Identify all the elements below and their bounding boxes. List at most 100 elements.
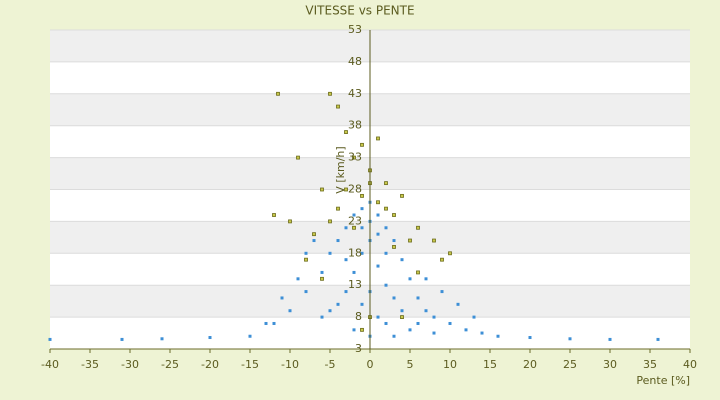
point bbox=[320, 315, 324, 319]
point bbox=[360, 251, 364, 255]
point bbox=[336, 302, 340, 306]
point bbox=[568, 337, 572, 341]
point bbox=[208, 336, 212, 340]
point bbox=[392, 213, 396, 217]
point bbox=[400, 315, 404, 320]
point bbox=[432, 331, 436, 335]
point bbox=[336, 104, 340, 109]
point bbox=[608, 337, 612, 341]
point bbox=[304, 251, 308, 255]
x-tick-label: -25 bbox=[161, 358, 179, 371]
y-tick-label: 38 bbox=[348, 119, 362, 132]
y-tick-label: 28 bbox=[348, 183, 362, 196]
point bbox=[48, 337, 52, 341]
point bbox=[336, 206, 340, 211]
point bbox=[384, 251, 388, 255]
point bbox=[440, 290, 444, 294]
point bbox=[424, 309, 428, 313]
point bbox=[120, 337, 124, 341]
point bbox=[280, 296, 284, 300]
x-tick-label: -35 bbox=[81, 358, 99, 371]
point bbox=[352, 225, 356, 230]
point bbox=[384, 321, 388, 325]
point bbox=[416, 225, 420, 230]
point bbox=[328, 251, 332, 255]
point bbox=[440, 257, 444, 262]
y-axis-label: V [km/h] bbox=[334, 146, 347, 193]
point bbox=[352, 328, 356, 332]
point bbox=[360, 142, 364, 147]
point bbox=[376, 136, 380, 141]
x-tick-label: 35 bbox=[643, 358, 657, 371]
point bbox=[392, 296, 396, 300]
x-tick-label: -30 bbox=[121, 358, 139, 371]
point bbox=[352, 213, 356, 217]
point bbox=[304, 257, 308, 262]
point bbox=[320, 276, 324, 281]
y-tick-label: 13 bbox=[348, 278, 362, 291]
y-tick-label: 43 bbox=[348, 87, 362, 100]
point bbox=[480, 331, 484, 335]
x-tick-label: -10 bbox=[281, 358, 299, 371]
point bbox=[384, 226, 388, 230]
point bbox=[352, 270, 356, 274]
x-tick-label: -40 bbox=[41, 358, 59, 371]
point bbox=[448, 321, 452, 325]
x-tick-label: 40 bbox=[683, 358, 697, 371]
x-tick-label: 15 bbox=[483, 358, 497, 371]
point bbox=[416, 321, 420, 325]
point bbox=[448, 251, 452, 256]
point bbox=[328, 309, 332, 313]
point bbox=[248, 334, 252, 338]
point bbox=[472, 315, 476, 319]
point bbox=[424, 277, 428, 281]
x-tick-label: 10 bbox=[443, 358, 457, 371]
point bbox=[400, 193, 404, 198]
point bbox=[344, 130, 348, 134]
point bbox=[344, 258, 348, 262]
point bbox=[344, 226, 348, 230]
point bbox=[264, 321, 268, 325]
point bbox=[392, 334, 396, 338]
point bbox=[276, 91, 280, 96]
chart-title: VITESSE vs PENTE bbox=[305, 4, 414, 18]
point bbox=[528, 336, 532, 340]
point bbox=[272, 213, 276, 217]
y-tick-label: 18 bbox=[348, 246, 362, 259]
point bbox=[272, 321, 276, 325]
point bbox=[344, 187, 348, 192]
point bbox=[360, 302, 364, 306]
point bbox=[400, 258, 404, 262]
point bbox=[496, 334, 500, 338]
point bbox=[376, 232, 380, 236]
point bbox=[344, 290, 348, 294]
point bbox=[288, 219, 292, 224]
point bbox=[320, 187, 324, 192]
point bbox=[408, 277, 412, 281]
x-tick-label: 20 bbox=[523, 358, 537, 371]
point bbox=[328, 91, 332, 96]
point bbox=[416, 296, 420, 300]
y-tick-label: 23 bbox=[348, 214, 362, 227]
x-tick-label: -5 bbox=[325, 358, 336, 371]
point bbox=[464, 328, 468, 332]
point bbox=[656, 337, 660, 341]
point bbox=[296, 155, 300, 160]
point bbox=[304, 290, 308, 294]
x-tick-label: 30 bbox=[603, 358, 617, 371]
point bbox=[384, 283, 388, 287]
point bbox=[352, 155, 356, 160]
point bbox=[432, 315, 436, 319]
point bbox=[400, 309, 404, 313]
y-tick-label: 8 bbox=[355, 310, 362, 323]
y-tick-label: 48 bbox=[348, 55, 362, 68]
point bbox=[384, 181, 388, 186]
point bbox=[320, 270, 324, 274]
point bbox=[160, 337, 164, 341]
point bbox=[384, 206, 388, 211]
point bbox=[288, 309, 292, 313]
point bbox=[392, 245, 396, 249]
point bbox=[376, 315, 380, 319]
point bbox=[456, 302, 460, 306]
